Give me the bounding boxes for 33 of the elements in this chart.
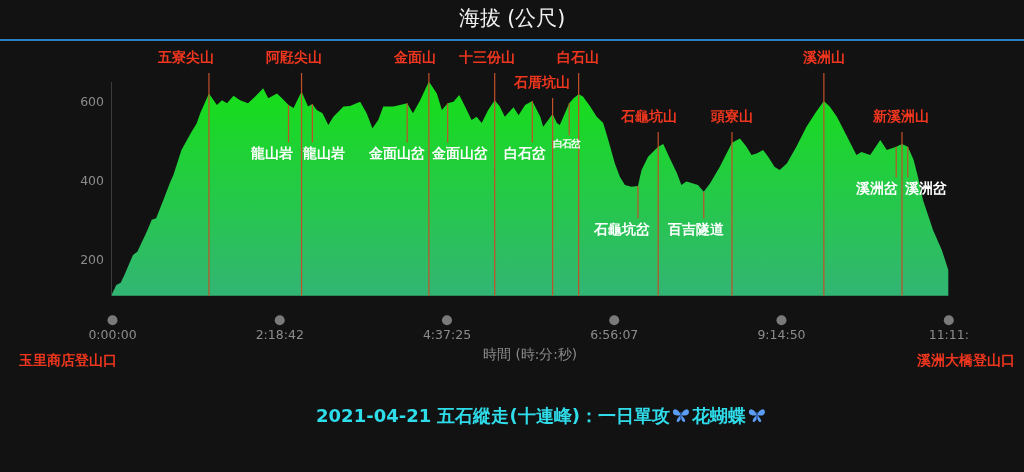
- text: 2021-04-21 五石縱走(十連峰)：一日單攻: [316, 404, 670, 426]
- text: 玉里商店登山口: [18, 352, 117, 368]
- ref-line-label: 新溪洲山: [872, 108, 929, 124]
- chart-title: 海拔 (公尺): [458, 6, 566, 30]
- annotation: 溪洲岔: [855, 180, 899, 196]
- x-tick-label: 4:37:25: [422, 326, 472, 342]
- ref-line-label: 石厝坑山: [512, 74, 570, 90]
- annotation: 金面山岔: [368, 145, 426, 161]
- ref-line-label: 阿屘尖山: [265, 49, 322, 65]
- ref-line-label: 金面山: [392, 49, 436, 65]
- y-tick-label: 600: [80, 93, 105, 109]
- x-tick-label: 9:14:50: [757, 326, 806, 342]
- annotation: 龍山岩: [302, 145, 346, 161]
- annotation: 百吉隧道: [666, 221, 725, 237]
- annotation: 金面山岔: [430, 145, 488, 161]
- ref-line-label: 白石山: [556, 49, 599, 65]
- text: 溪洲大橋登山口: [916, 352, 1015, 368]
- ref-line-label: 頭寮山: [709, 108, 753, 124]
- ref-line-label: 五寮尖山: [156, 49, 214, 65]
- ref-line-label: 十三份山: [457, 49, 515, 65]
- y-tick-label: 400: [80, 172, 105, 188]
- annotation: 石龜坑岔: [592, 221, 650, 237]
- ref-line-label: 溪洲山: [801, 49, 845, 65]
- x-tick-label: 11:11:: [928, 326, 969, 342]
- annotation: 龍山岩: [250, 145, 294, 161]
- y-tick-label: 200: [80, 251, 105, 267]
- x-tick-label: 2:18:42: [255, 326, 304, 342]
- ref-line-label: 石龜坑山: [620, 108, 678, 124]
- x-tick-label: 6:56:07: [590, 326, 639, 342]
- annotation: 白石岔: [504, 145, 547, 161]
- text: 花蝴蝶: [690, 404, 746, 426]
- x-tick-label: 0:00:00: [88, 326, 137, 342]
- x-axis-title: 時間 (時:分:秒): [483, 346, 578, 362]
